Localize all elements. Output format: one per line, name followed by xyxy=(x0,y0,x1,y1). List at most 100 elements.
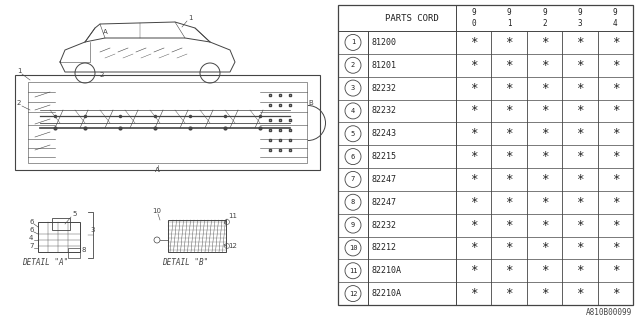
Text: *: * xyxy=(541,196,548,209)
Text: *: * xyxy=(541,59,548,72)
Text: 81200: 81200 xyxy=(372,38,397,47)
Text: *: * xyxy=(506,150,513,163)
Text: *: * xyxy=(470,150,477,163)
Text: *: * xyxy=(506,241,513,254)
Text: 2: 2 xyxy=(100,72,104,78)
Text: *: * xyxy=(576,287,584,300)
Text: 81201: 81201 xyxy=(372,61,397,70)
Text: *: * xyxy=(470,219,477,232)
Text: 7: 7 xyxy=(351,176,355,182)
Text: A: A xyxy=(155,167,160,173)
Text: 82247: 82247 xyxy=(372,198,397,207)
Text: *: * xyxy=(576,150,584,163)
Text: 82232: 82232 xyxy=(372,220,397,229)
Text: A810B00099: A810B00099 xyxy=(586,308,632,317)
Text: 82247: 82247 xyxy=(372,175,397,184)
Text: 12: 12 xyxy=(228,243,237,249)
Text: *: * xyxy=(576,264,584,277)
Text: *: * xyxy=(506,59,513,72)
Text: 6: 6 xyxy=(351,154,355,160)
Text: 82243: 82243 xyxy=(372,129,397,138)
Text: *: * xyxy=(612,150,619,163)
Bar xyxy=(168,220,226,252)
Text: *: * xyxy=(612,287,619,300)
Text: *: * xyxy=(541,287,548,300)
Text: *: * xyxy=(541,150,548,163)
Text: 9
3: 9 3 xyxy=(577,8,582,28)
Text: *: * xyxy=(576,36,584,49)
Text: *: * xyxy=(612,36,619,49)
Text: 9
0: 9 0 xyxy=(472,8,476,28)
Text: 9
1: 9 1 xyxy=(507,8,511,28)
Text: *: * xyxy=(541,264,548,277)
Text: *: * xyxy=(576,173,584,186)
Text: DETAIL "A": DETAIL "A" xyxy=(22,258,68,267)
Text: *: * xyxy=(506,36,513,49)
Text: 82232: 82232 xyxy=(372,107,397,116)
Text: *: * xyxy=(576,59,584,72)
Text: DETAIL "B": DETAIL "B" xyxy=(162,258,208,267)
Text: 10: 10 xyxy=(152,208,161,214)
Bar xyxy=(15,75,320,170)
Text: 7: 7 xyxy=(29,243,33,249)
Text: 10: 10 xyxy=(349,245,357,251)
Bar xyxy=(68,248,80,258)
Text: PARTS CORD: PARTS CORD xyxy=(385,13,439,22)
Text: 5: 5 xyxy=(351,131,355,137)
Text: *: * xyxy=(506,104,513,117)
Text: *: * xyxy=(576,127,584,140)
Text: *: * xyxy=(470,82,477,95)
Text: *: * xyxy=(506,219,513,232)
Text: *: * xyxy=(541,127,548,140)
Text: *: * xyxy=(612,241,619,254)
Text: *: * xyxy=(470,196,477,209)
Text: 1: 1 xyxy=(17,68,22,74)
Text: 8: 8 xyxy=(82,247,86,253)
Text: *: * xyxy=(576,82,584,95)
Text: 2: 2 xyxy=(17,100,21,106)
Text: 9
4: 9 4 xyxy=(613,8,618,28)
Text: *: * xyxy=(470,36,477,49)
Text: *: * xyxy=(612,219,619,232)
Text: *: * xyxy=(576,196,584,209)
Text: 9
2: 9 2 xyxy=(542,8,547,28)
Text: *: * xyxy=(470,127,477,140)
Text: *: * xyxy=(470,59,477,72)
Text: 8: 8 xyxy=(351,199,355,205)
Text: *: * xyxy=(506,82,513,95)
Text: 12: 12 xyxy=(349,291,357,297)
Text: B: B xyxy=(308,100,313,106)
Bar xyxy=(28,82,307,163)
Text: 6: 6 xyxy=(29,227,33,233)
Text: 82210A: 82210A xyxy=(372,266,402,275)
Text: A: A xyxy=(103,29,108,35)
Text: *: * xyxy=(541,241,548,254)
Text: 2: 2 xyxy=(351,62,355,68)
Text: *: * xyxy=(470,287,477,300)
Text: *: * xyxy=(612,104,619,117)
Text: *: * xyxy=(612,264,619,277)
Text: *: * xyxy=(541,36,548,49)
Text: 82232: 82232 xyxy=(372,84,397,92)
Text: 4: 4 xyxy=(29,235,33,241)
Text: 82215: 82215 xyxy=(372,152,397,161)
Text: 11: 11 xyxy=(228,213,237,219)
Text: 4: 4 xyxy=(351,108,355,114)
Text: *: * xyxy=(541,219,548,232)
Text: 9: 9 xyxy=(351,222,355,228)
Text: *: * xyxy=(541,104,548,117)
Text: *: * xyxy=(506,287,513,300)
Text: 6: 6 xyxy=(29,219,33,225)
Text: 3: 3 xyxy=(90,227,95,233)
Text: *: * xyxy=(612,59,619,72)
Text: *: * xyxy=(506,127,513,140)
Bar xyxy=(338,5,633,305)
Text: *: * xyxy=(612,196,619,209)
Text: *: * xyxy=(576,104,584,117)
Text: *: * xyxy=(470,264,477,277)
Text: 5: 5 xyxy=(72,211,76,217)
Text: *: * xyxy=(506,196,513,209)
Text: 1: 1 xyxy=(188,15,193,21)
Bar xyxy=(52,218,70,230)
Bar xyxy=(38,222,80,252)
